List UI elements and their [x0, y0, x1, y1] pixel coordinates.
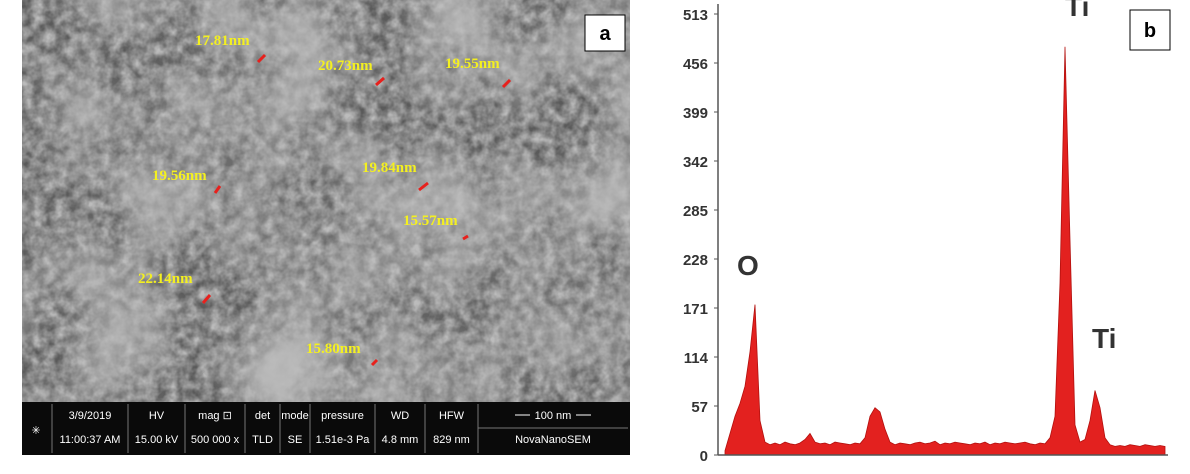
peak-label: Ti: [1065, 0, 1089, 22]
size-label: 15.80nm: [306, 341, 361, 357]
info-value: SE: [288, 434, 303, 446]
info-header: mode: [281, 410, 309, 422]
y-tick-label: 114: [684, 350, 709, 367]
info-value: 11:00:37 AM: [60, 434, 121, 446]
size-marker: [462, 234, 469, 241]
sem-icon: ✳: [31, 425, 40, 437]
info-header: HV: [149, 410, 165, 422]
size-marker: [213, 185, 222, 194]
scale-bar-label: 100 nm: [535, 410, 572, 422]
y-tick-label: 228: [683, 252, 708, 269]
info-header: pressure: [321, 410, 364, 422]
info-header: mag ⊡: [198, 410, 232, 422]
panel-label: b: [1144, 20, 1156, 42]
info-value: 1.51e-3 Pa: [316, 434, 371, 446]
panel-label: a: [599, 23, 611, 45]
y-tick-label: 342: [683, 154, 708, 171]
info-header: det: [255, 410, 270, 422]
panel-label-box: [584, 14, 626, 52]
size-label: 19.84nm: [362, 160, 417, 176]
y-tick-label: 57: [691, 399, 708, 416]
size-marker: [418, 181, 429, 192]
info-value: 829 nm: [433, 434, 470, 446]
size-label: 19.56nm: [152, 168, 207, 184]
size-marker: [375, 76, 385, 87]
y-tick-label: 285: [683, 203, 708, 220]
panel-label-box: [1129, 9, 1171, 51]
size-marker: [256, 53, 267, 64]
size-label: 15.57nm: [403, 213, 458, 229]
peak-label: O: [737, 250, 759, 281]
instrument: NovaNanoSEM: [515, 434, 591, 446]
y-tick-label: 513: [683, 7, 708, 24]
size-marker: [201, 294, 212, 304]
size-label: 19.55nm: [445, 56, 500, 72]
info-value: 15.00 kV: [135, 434, 179, 446]
info-header: 3/9/2019: [69, 410, 112, 422]
sem-image: [22, 0, 630, 402]
y-tick-label: 399: [683, 105, 708, 122]
info-value: TLD: [252, 434, 273, 446]
size-label: 17.81nm: [195, 33, 250, 49]
info-header: WD: [391, 410, 409, 422]
peak-label: Ti: [1092, 323, 1116, 354]
size-label: 22.14nm: [138, 271, 193, 287]
size-marker: [370, 358, 379, 367]
y-tick-label: 0: [700, 448, 708, 465]
sem-annotations: 17.81nm 20.73nm 19.55nm 19.56nm 19.84nm 15.57…: [31, 33, 628, 453]
info-value: 4.8 mm: [382, 434, 419, 446]
spectrum-chart: 0 57 114 171 228 285 342 399 456 513 O Ti Ti: [683, 0, 1168, 465]
info-value: 500 000 x: [191, 434, 240, 446]
y-tick-label: 171: [683, 301, 708, 318]
y-tick-label: 456: [683, 56, 708, 73]
size-label: 20.73nm: [318, 58, 373, 74]
spectrum-area: [724, 46, 1166, 456]
size-marker: [501, 78, 512, 89]
info-header: HFW: [439, 410, 465, 422]
